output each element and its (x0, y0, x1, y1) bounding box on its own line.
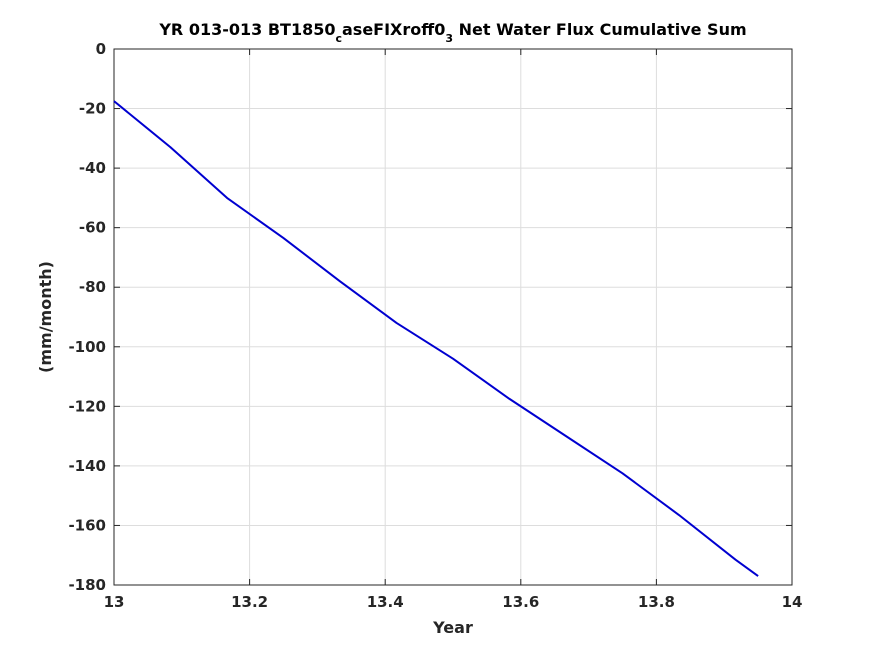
series-layer (113, 100, 759, 577)
x-tick-label: 13.2 (231, 593, 268, 611)
y-axis-label: (mm/month) (36, 261, 55, 373)
plot-area-frame (113, 48, 793, 586)
x-tick-label: 13.8 (638, 593, 675, 611)
y-tick-label: -120 (68, 397, 106, 415)
x-tick-label: 13.6 (502, 593, 539, 611)
y-tick-label: -20 (79, 100, 106, 118)
title-segment: Net Water Flux Cumulative Sum (453, 20, 747, 39)
x-axis-label: Year (432, 618, 473, 637)
title-segment: YR 013-013 BT1850 (158, 20, 335, 39)
x-tick-label: 14 (782, 593, 803, 611)
y-tick-label: -160 (68, 516, 106, 534)
series-line-0 (113, 100, 759, 577)
chart-title: YR 013-013 BT1850caseFIXroff03 Net Water… (158, 20, 746, 45)
y-tick-label: -180 (68, 576, 106, 594)
title-subscript: c (335, 32, 342, 45)
y-tick-label: -40 (79, 159, 106, 177)
y-tick-label: -80 (79, 278, 106, 296)
title-segment: aseFIXroff0 (342, 20, 445, 39)
y-tick-label: -60 (79, 219, 106, 237)
x-tick-label: 13 (104, 593, 125, 611)
x-tick-label: 13.4 (367, 593, 404, 611)
y-tick-label: -140 (68, 457, 106, 475)
y-tick-label: 0 (96, 40, 106, 58)
title-subscript: 3 (445, 32, 453, 45)
y-tick-label: -100 (68, 338, 106, 356)
axis-ticks: 13 13.2 13.4 13.6 13.8 14 0 -20 -40 -60 -80 -100 -12… (68, 40, 802, 611)
